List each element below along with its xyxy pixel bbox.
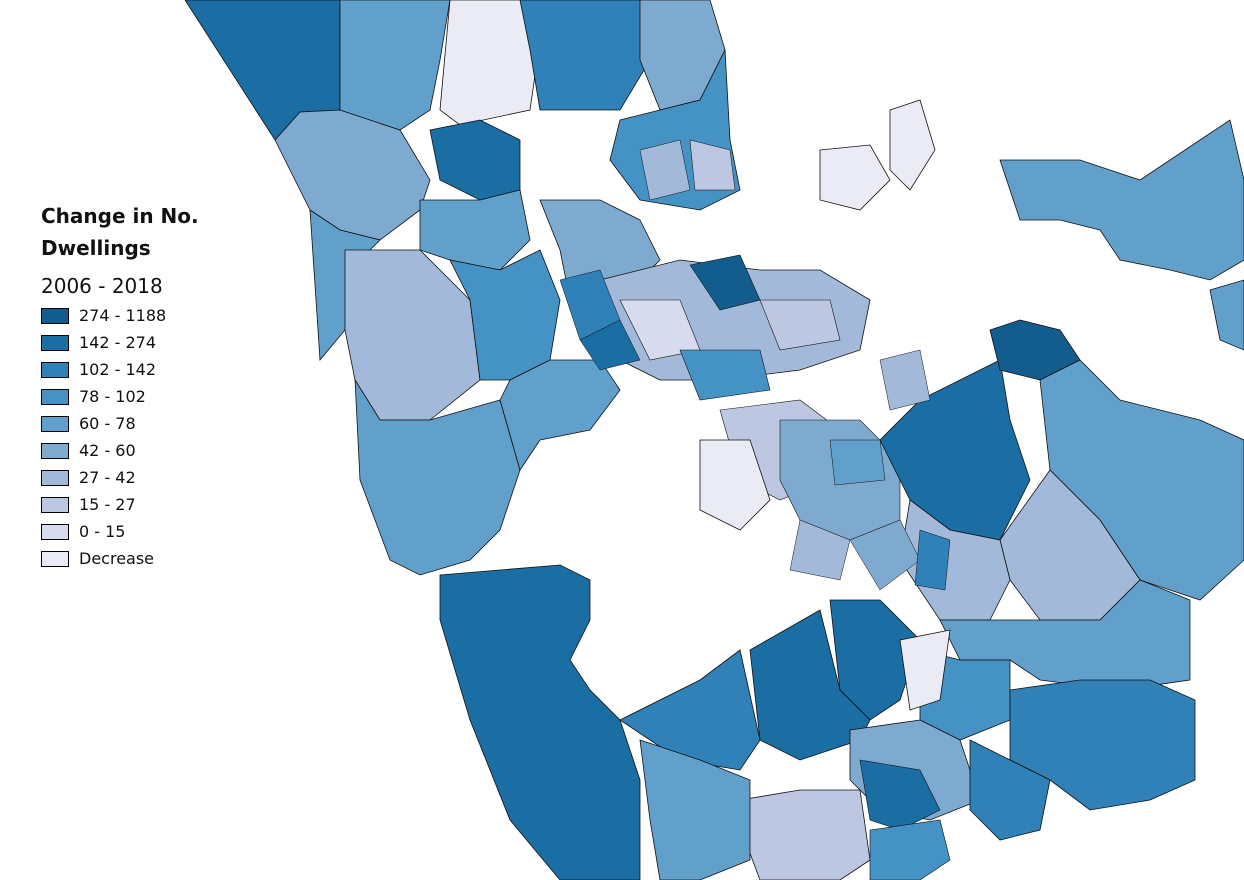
legend-swatch <box>41 307 69 324</box>
legend-items: 274 - 1188 142 - 274 102 - 142 78 - 102 60 -… <box>41 302 241 572</box>
region-central-c <box>759 299 841 351</box>
region-isthmus-west <box>499 359 621 471</box>
region-south-east-bottom <box>869 819 951 880</box>
legend-swatch <box>41 469 69 486</box>
legend-swatch <box>41 550 69 567</box>
map-legend: Change in No. Dwellings 2006 - 2018 274 … <box>41 200 241 572</box>
legend-swatch <box>41 442 69 459</box>
legend-label: 27 - 42 <box>79 468 136 487</box>
region-northeast <box>999 119 1244 281</box>
region-south-pocket <box>859 759 941 831</box>
region-southwest-peninsula <box>439 564 641 880</box>
legend-label: 102 - 142 <box>79 360 157 379</box>
region-north-c <box>519 0 651 111</box>
region-north-a <box>339 0 451 131</box>
legend-label: 15 - 27 <box>79 495 136 514</box>
region-northeast-right <box>1209 279 1244 351</box>
legend-swatch <box>41 415 69 432</box>
legend-item: 274 - 1188 <box>41 302 241 329</box>
legend-swatch <box>41 361 69 378</box>
legend-title-line2: Dwellings <box>41 236 151 260</box>
region-west-ridge <box>274 109 431 241</box>
legend-item: 42 - 60 <box>41 437 241 464</box>
legend-item: 0 - 15 <box>41 518 241 545</box>
legend-swatch <box>41 496 69 513</box>
legend-item: Decrease <box>41 545 241 572</box>
region-north-inner-b <box>419 189 531 271</box>
region-central-d <box>679 349 771 401</box>
region-south-east-lower <box>969 739 1051 841</box>
urban-detail <box>559 139 951 591</box>
legend-label: 142 - 274 <box>79 333 157 352</box>
legend-subtitle: 2006 - 2018 <box>41 274 163 298</box>
region-south-decrease <box>899 629 951 711</box>
legend-title: Change in No. Dwellings <box>41 200 241 264</box>
legend-item: 102 - 142 <box>41 356 241 383</box>
legend-label: 60 - 78 <box>79 414 136 433</box>
legend-swatch <box>41 388 69 405</box>
legend-item: 15 - 27 <box>41 491 241 518</box>
region-north-inner <box>429 119 521 201</box>
region-island-b <box>889 99 936 191</box>
region-west-south <box>354 378 521 576</box>
region-south-bottom-a <box>739 789 871 880</box>
legend-label: Decrease <box>79 549 155 568</box>
legend-item: 142 - 274 <box>41 329 241 356</box>
legend-swatch <box>41 523 69 540</box>
region-south-bottom-b <box>639 739 751 880</box>
legend-label: 78 - 102 <box>79 387 146 406</box>
legend-item: 27 - 42 <box>41 464 241 491</box>
legend-swatch <box>41 334 69 351</box>
legend-title-line1: Change in No. <box>41 204 199 228</box>
legend-item: 78 - 102 <box>41 383 241 410</box>
region-north-b <box>439 0 541 126</box>
legend-item: 60 - 78 <box>41 410 241 437</box>
legend-label: 274 - 1188 <box>79 306 167 325</box>
legend-label: 42 - 60 <box>79 441 136 460</box>
region-airport <box>699 439 771 531</box>
legend-label: 0 - 15 <box>79 522 126 541</box>
region-island-a <box>819 144 891 211</box>
region-south-west <box>619 649 761 771</box>
